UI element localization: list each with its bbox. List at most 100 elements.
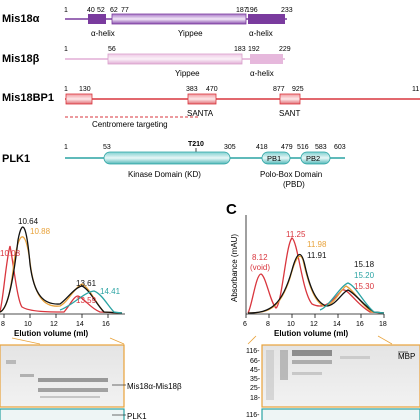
peak-label: 15.30 — [354, 282, 375, 291]
mis18bp1-name: Mis18BP1 — [2, 92, 54, 104]
gel-b-band — [38, 388, 108, 392]
chromatogram-b-xtick: 8 — [1, 321, 5, 328]
plk1-num: 1 — [64, 144, 68, 151]
mis18b-yippee-box — [107, 53, 243, 65]
mis18b-num: 229 — [279, 46, 291, 53]
plk1-pb1-box — [261, 151, 291, 165]
chromatogram-c-ylabel: Absorbance (mAU) — [230, 234, 239, 302]
gel-marker: 116- — [246, 412, 260, 419]
chromatogram-c-xlabel: Elution volume (ml) — [274, 329, 349, 338]
mis18bp1-num: 925 — [292, 86, 304, 93]
chromatogram-b-xlabel: Elution volume (ml) — [14, 329, 89, 338]
mis18b-num: 192 — [248, 46, 260, 53]
gel-b: Mis18α-Mis18β PLK1 — [0, 337, 182, 420]
mis18bp1-box — [65, 93, 93, 105]
peak-label: 15.20 — [354, 271, 375, 280]
mis18bp1-num: 130 — [79, 86, 91, 93]
chromatogram-b-xtick: 16 — [102, 321, 110, 328]
peak-label: 10.64 — [18, 217, 39, 226]
mis18a-helix-box — [88, 14, 106, 24]
mis18bp1-region: SANT — [279, 109, 300, 118]
plk1-diagram: PLK1 1 53 T210 305 418 479 516 583 603 P… — [2, 141, 346, 189]
plk1-pb1-label: PB1 — [267, 154, 281, 163]
gel-c-band — [292, 350, 332, 356]
mis18a-num: 196 — [246, 7, 258, 14]
peak-label: 15.18 — [354, 260, 375, 269]
chromatogram-c-xtick: 12 — [310, 321, 318, 328]
chromatogram-b-xtick: 12 — [50, 321, 58, 328]
mis18bp1-num: 1 — [64, 86, 68, 93]
plk1-num: 603 — [334, 144, 346, 151]
peak-label: 13.59 — [76, 296, 97, 305]
panel-c-letter: C — [226, 201, 237, 218]
gel-b-band — [38, 378, 108, 382]
mis18bp1-num: 11 — [412, 86, 419, 93]
mis18b-diagram: Mis18β 1 56 183 192 229 Yippee α-helix — [2, 46, 291, 78]
peak-label: 10.08 — [0, 249, 21, 258]
peak-label: 11.25 — [286, 230, 306, 239]
mis18a-helix-box — [248, 14, 285, 24]
mis18b-num: 56 — [108, 46, 116, 53]
mis18bp1-num: 383 — [186, 86, 198, 93]
mis18bp1-santa-box — [187, 93, 217, 105]
peak-label: 10.88 — [30, 227, 51, 236]
plk1-pb2-box — [300, 151, 331, 165]
chromatogram-b-xtick: 10 — [24, 321, 32, 328]
gel-b-label: PLK1 — [127, 412, 147, 420]
gel-marker: 45- — [250, 367, 261, 374]
plk1-t210: T210 — [188, 141, 204, 148]
gel-marker: 18- — [250, 395, 261, 402]
mis18a-name: Mis18α — [2, 13, 40, 25]
plk1-pbd-label: Polo-Box Domain — [260, 170, 322, 179]
mis18bp1-num: 877 — [273, 86, 285, 93]
mis18a-region: α-helix — [91, 29, 115, 38]
plk1-pb2-label: PB2 — [306, 154, 320, 163]
mis18a-num: 77 — [121, 7, 129, 14]
mis18b-name: Mis18β — [2, 53, 40, 65]
chromatogram-c-xtick: 14 — [333, 321, 341, 328]
gel-marker: 35- — [250, 376, 261, 383]
peak-label: 8.12 — [252, 253, 268, 262]
chromatogram-b: 8 10 12 14 16 Elution volume (ml) 10.64 … — [0, 217, 125, 338]
peak-label: 11.91 — [307, 251, 327, 260]
mis18a-region: α-helix — [249, 29, 273, 38]
centromere-targeting-label: Centromere targeting — [92, 120, 168, 129]
chromatogram-c-xtick: 10 — [287, 321, 295, 328]
mis18b-num: 1 — [64, 46, 68, 53]
mis18a-yippee-box — [111, 13, 247, 25]
chromatogram-b-xtick: 14 — [76, 321, 84, 328]
gel-marker: 116- — [246, 348, 260, 355]
plk1-num: 516 — [297, 144, 309, 151]
mis18b-region: Yippee — [175, 69, 200, 78]
mis18a-region: Yippee — [178, 29, 203, 38]
plk1-num: 53 — [103, 144, 111, 151]
chromatogram-c-xtick: 8 — [266, 321, 270, 328]
chromatogram-c-teal-trace — [319, 282, 385, 314]
mis18b-num: 183 — [234, 46, 246, 53]
chromatogram-c-xtick: 6 — [243, 321, 247, 328]
gel-marker: 25- — [250, 385, 261, 392]
mis18a-diagram: Mis18α 1 40 52 62 77 187 196 233 α-helix… — [2, 7, 293, 38]
plk1-num: 305 — [224, 144, 236, 151]
gel-marker: 66- — [250, 358, 261, 365]
plk1-kinase-box — [103, 151, 231, 165]
gel-b-label: Mis18α-Mis18β — [127, 382, 182, 391]
mis18a-num: 187 — [236, 7, 248, 14]
gel-c-band — [292, 360, 332, 364]
chromatogram-c-xtick: 18 — [379, 321, 387, 328]
plk1-num: 479 — [281, 144, 293, 151]
chromatogram-c-black-trace — [247, 253, 385, 314]
plk1-pbd-label: (PBD) — [283, 180, 305, 189]
plk1-num: 418 — [256, 144, 268, 151]
peak-label: 11.98 — [307, 240, 327, 249]
plk1-kinase-label: Kinase Domain (KD) — [128, 170, 201, 179]
mis18a-num: 233 — [281, 7, 293, 14]
mis18bp1-diagram: Mis18BP1 1 130 383 470 877 925 11 SANTA … — [2, 86, 420, 129]
mis18bp1-num: 470 — [206, 86, 218, 93]
mis18a-num: 40 — [87, 7, 95, 14]
peak-label: 13.61 — [76, 279, 97, 288]
mis18bp1-sant-box — [279, 93, 301, 105]
gel-c: 116- 66- 45- 35- 25- 18- 116- MBP — [246, 335, 420, 420]
chromatogram-c-xtick: 16 — [356, 321, 364, 328]
